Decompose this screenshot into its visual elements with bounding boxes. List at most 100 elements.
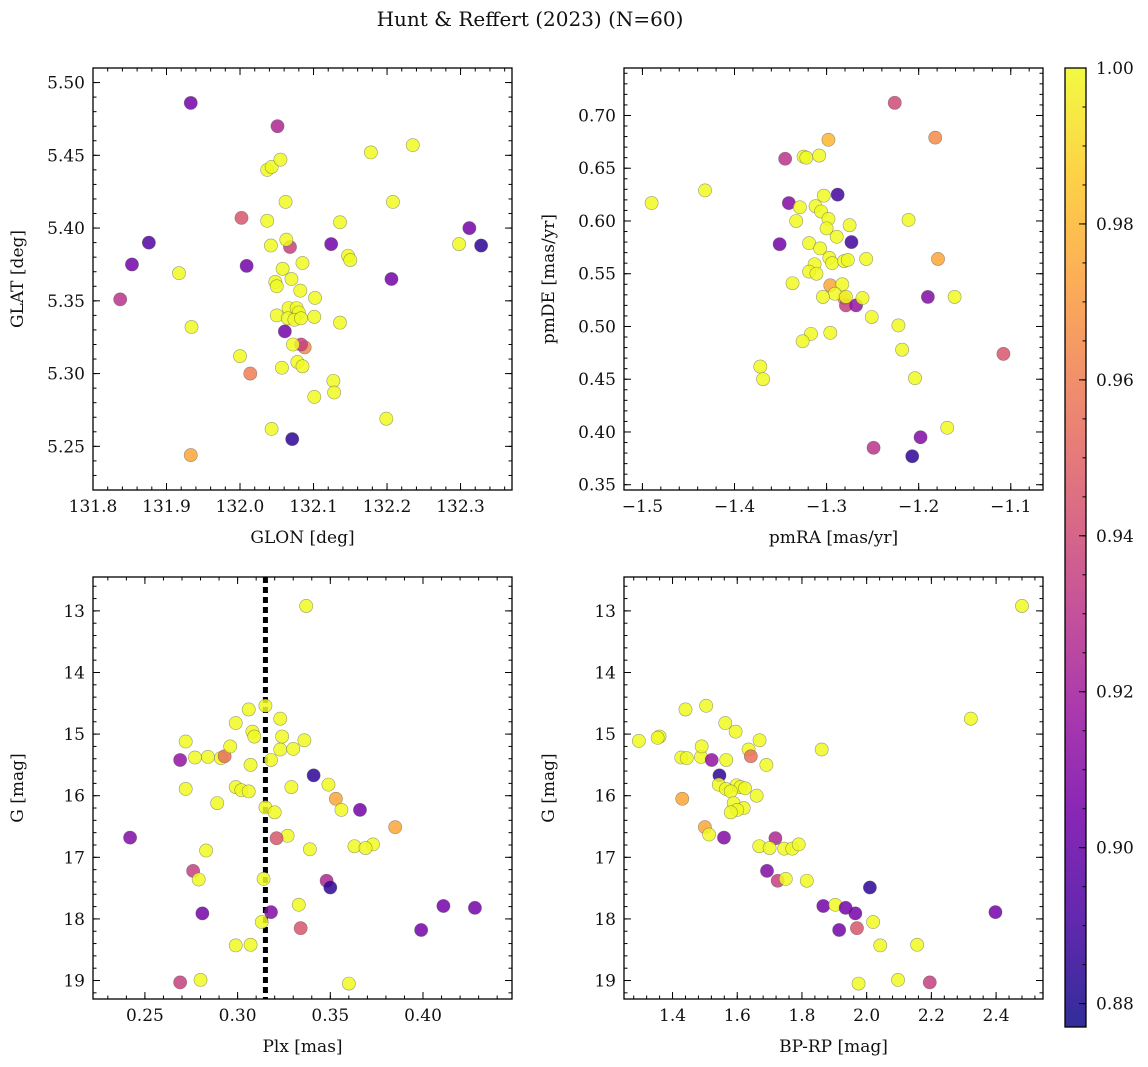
panel-bprp-g: 1.4 1.6 1.8 2.0 2.2 2.4 13 14 15 16 17 18 19 BP-RP [m… [539,576,1044,1057]
scatter-point [269,279,284,294]
scatter-point [866,440,881,455]
scatter-point [851,976,866,991]
scatter-point [334,802,349,817]
scatter-point [294,311,308,326]
x-tick-label: 2.0 [853,1006,880,1026]
scatter-point [749,788,764,803]
scatter-point [263,238,278,253]
scatter-point [223,739,238,754]
scatter-point [284,780,299,794]
x-tick-label: 131.9 [142,497,191,517]
y-tick-label: 13 [594,602,616,622]
x-tick-label: −1.2 [898,497,939,517]
scatter-point [306,768,321,783]
colorbar-tick-label: 1.00 [1096,59,1134,79]
scatter-point [195,906,210,921]
scatter-point [809,266,824,281]
scatter-point [299,599,314,613]
scatter-point [785,276,800,291]
scatter-point [358,841,373,855]
scatter-point [333,315,347,330]
scatter-point [760,863,774,878]
scatter-point [247,729,262,744]
scatter-point [379,411,394,426]
scatter-point [650,730,665,745]
scatter-point [293,921,308,936]
scatter-point [436,899,451,913]
scatter-point [812,148,827,163]
scatter-point [678,702,693,717]
scatter-point [699,698,714,713]
scatter-point [840,253,855,267]
x-tick-label: 1.8 [788,1006,815,1026]
scatter-point [908,371,922,386]
scatter-point [243,937,258,952]
y-tick-label: 19 [63,972,85,992]
y-tick-label: 0.70 [578,106,616,126]
scatter-point [753,359,768,374]
scatter-point [321,777,336,792]
y-tick-label: 5.45 [47,146,85,166]
x-tick-label: 0.40 [404,1006,442,1026]
scatter-point [759,757,774,772]
scatter-point [679,751,694,766]
scatter-point [307,389,322,404]
y-tick-label: 15 [594,725,616,745]
scatter-point [388,820,403,835]
scatter-point [816,899,831,913]
x-axis-label: GLON [deg] [250,528,354,548]
scatter-point [866,915,881,929]
scatter-point [264,905,278,920]
scatter-point [802,236,816,251]
scatter-point [193,973,208,987]
scatter-point [273,711,288,726]
x-tick-label: 132.0 [216,497,265,517]
scatter-point [825,256,840,271]
scatter-point [307,309,322,324]
scatter-point [996,347,1011,361]
scatter-point [258,698,273,713]
scatter-point [285,432,300,446]
scatter-point [199,843,213,858]
scatter-point [922,975,937,990]
scatter-point [829,229,844,244]
colorbar-tick-label: 0.94 [1096,527,1134,547]
x-tick-label: 0.30 [219,1006,257,1026]
y-tick-label: 19 [594,972,616,992]
scatter-point [278,194,293,209]
scatter-point [752,733,767,748]
y-tick-label: 0.55 [578,265,616,285]
scatter-point [256,871,271,886]
scatter-point [862,880,877,895]
scatter-point [275,360,289,375]
scatter-point [901,213,916,227]
y-tick-label: 5.40 [47,219,85,239]
scatter-point [241,784,256,799]
x-tick-label: 1.6 [724,1006,751,1026]
scatter-point [201,749,215,764]
y-tick-label: 17 [63,848,85,868]
scatter-point [183,448,198,462]
panel-plx-g: 0.25 0.30 0.35 0.40 13 14 15 16 17 18 19 Plx [mas] G… [8,576,513,1057]
scatter-point [920,290,935,304]
scatter-point [792,200,807,215]
colorbar-tick-label: 0.90 [1096,839,1134,859]
scatter-point [850,921,864,936]
y-tick-label: 5.35 [47,292,85,312]
y-tick-label: 16 [594,787,616,807]
y-axis-label: pmDE [mas/yr] [539,214,559,344]
scatter-point [842,218,857,233]
scatter-point [830,187,845,202]
scatter-point [260,213,275,228]
scatter-point [275,729,290,744]
scatter-point [704,753,719,767]
scatter-point [698,183,712,198]
scatter-point [183,96,198,110]
scatter-point [772,237,787,252]
scatter-point [819,221,834,236]
colorbar-tick-label: 0.98 [1096,215,1134,235]
scatter-point [723,784,738,799]
scatter-point [343,253,358,267]
y-axis-label: GLAT [deg] [8,230,28,328]
scatter-point [277,324,292,339]
